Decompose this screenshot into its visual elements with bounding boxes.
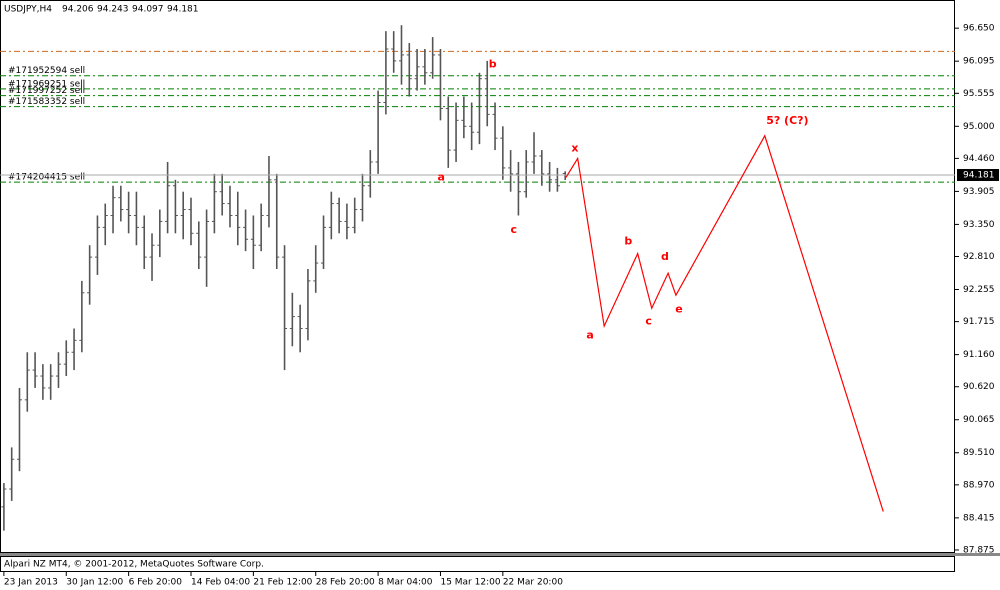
order-label: #171952594 sell bbox=[8, 66, 85, 76]
y-tick-label: 95.555 bbox=[963, 89, 995, 99]
y-tick-label: 92.255 bbox=[963, 285, 995, 295]
symbol: USDJPY,H4 bbox=[4, 5, 52, 15]
indicator-pane bbox=[0, 556, 955, 572]
y-tick-label: 91.160 bbox=[963, 350, 995, 360]
x-tick-label: 30 Jan 12:00 bbox=[66, 578, 123, 588]
order-label: #171969251 sell bbox=[8, 79, 85, 89]
x-tick-label: 15 Mar 12:00 bbox=[440, 578, 500, 588]
copyright: Alpari NZ MT4, © 2001-2012, MetaQuotes S… bbox=[4, 560, 264, 570]
wave-label: x bbox=[571, 141, 578, 154]
header-value: 94.243 bbox=[97, 5, 129, 15]
y-tick-label: 87.875 bbox=[963, 545, 995, 555]
wave-label: a bbox=[438, 170, 445, 183]
wave-label: 5? (C?) bbox=[766, 114, 808, 127]
x-tick-label: 21 Feb 12:00 bbox=[253, 578, 312, 588]
x-tick-label: 22 Mar 20:00 bbox=[503, 578, 563, 588]
y-tick-label: 89.510 bbox=[963, 448, 995, 458]
wave-label: b bbox=[624, 235, 632, 248]
header-value: 94.206 bbox=[62, 5, 94, 15]
wave-label: d bbox=[661, 250, 669, 263]
x-tick-label: 8 Mar 04:00 bbox=[378, 578, 433, 588]
price-box bbox=[957, 168, 999, 181]
y-tick-label: 93.905 bbox=[963, 187, 995, 197]
wave-label: a bbox=[586, 329, 593, 342]
order-label: #171583352 sell bbox=[8, 97, 85, 107]
y-tick-label: 96.650 bbox=[963, 24, 995, 34]
y-tick-label: 96.095 bbox=[963, 57, 995, 67]
x-tick-label: 28 Feb 20:00 bbox=[316, 578, 375, 588]
y-tick-label: 94.460 bbox=[963, 154, 995, 164]
y-tick-label: 88.970 bbox=[963, 480, 995, 490]
header-value: 94.097 bbox=[132, 5, 164, 15]
order-label: #171997252 sell bbox=[8, 86, 85, 96]
price-label: 94.181 bbox=[963, 170, 995, 180]
wave-label: c bbox=[645, 314, 652, 327]
y-tick-label: 90.065 bbox=[963, 415, 995, 425]
x-tick-label: 14 Feb 04:00 bbox=[191, 578, 250, 588]
y-tick-label: 90.620 bbox=[963, 382, 995, 392]
main-pane bbox=[0, 0, 955, 553]
wave-label: e bbox=[675, 302, 682, 315]
order-label: #174204415 sell bbox=[8, 173, 85, 183]
header-value: 94.181 bbox=[167, 5, 199, 15]
y-tick-label: 92.810 bbox=[963, 252, 995, 262]
y-tick-label: 91.715 bbox=[963, 317, 995, 327]
y-tick-label: 93.350 bbox=[963, 220, 995, 230]
y-tick-label: 88.415 bbox=[963, 513, 995, 523]
wave-label: c bbox=[510, 223, 517, 236]
x-tick-label: 6 Feb 20:00 bbox=[129, 578, 183, 588]
wave-label: b bbox=[489, 57, 497, 70]
y-tick-label: 95.000 bbox=[963, 122, 995, 132]
wave-line bbox=[565, 134, 884, 512]
x-tick-label: 23 Jan 2013 bbox=[4, 578, 58, 588]
